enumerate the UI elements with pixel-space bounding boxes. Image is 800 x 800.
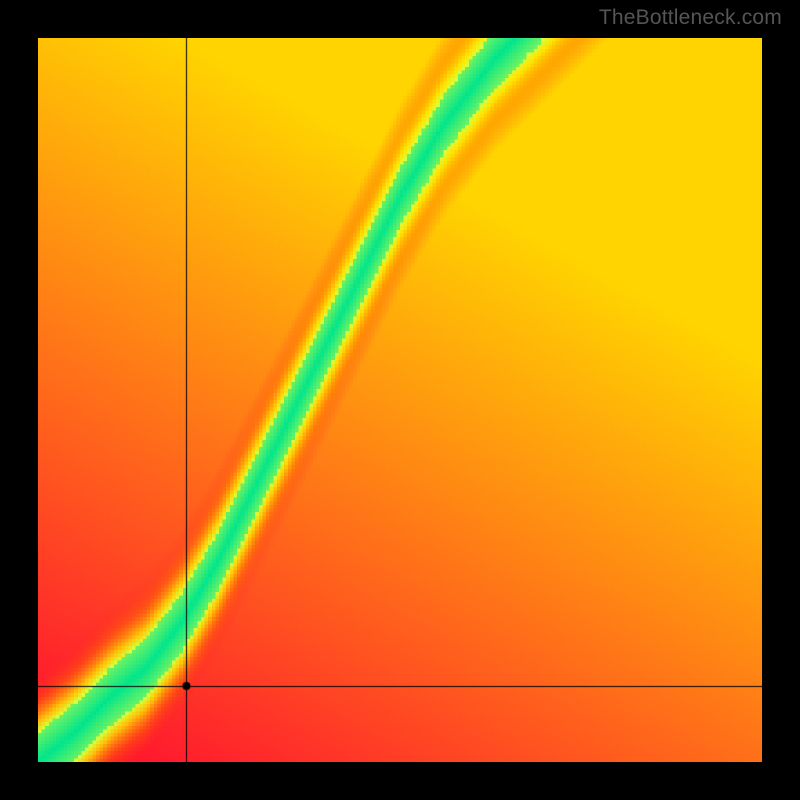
chart-container: TheBottleneck.com — [0, 0, 800, 800]
watermark-text: TheBottleneck.com — [599, 6, 782, 30]
bottleneck-heatmap — [38, 38, 762, 762]
